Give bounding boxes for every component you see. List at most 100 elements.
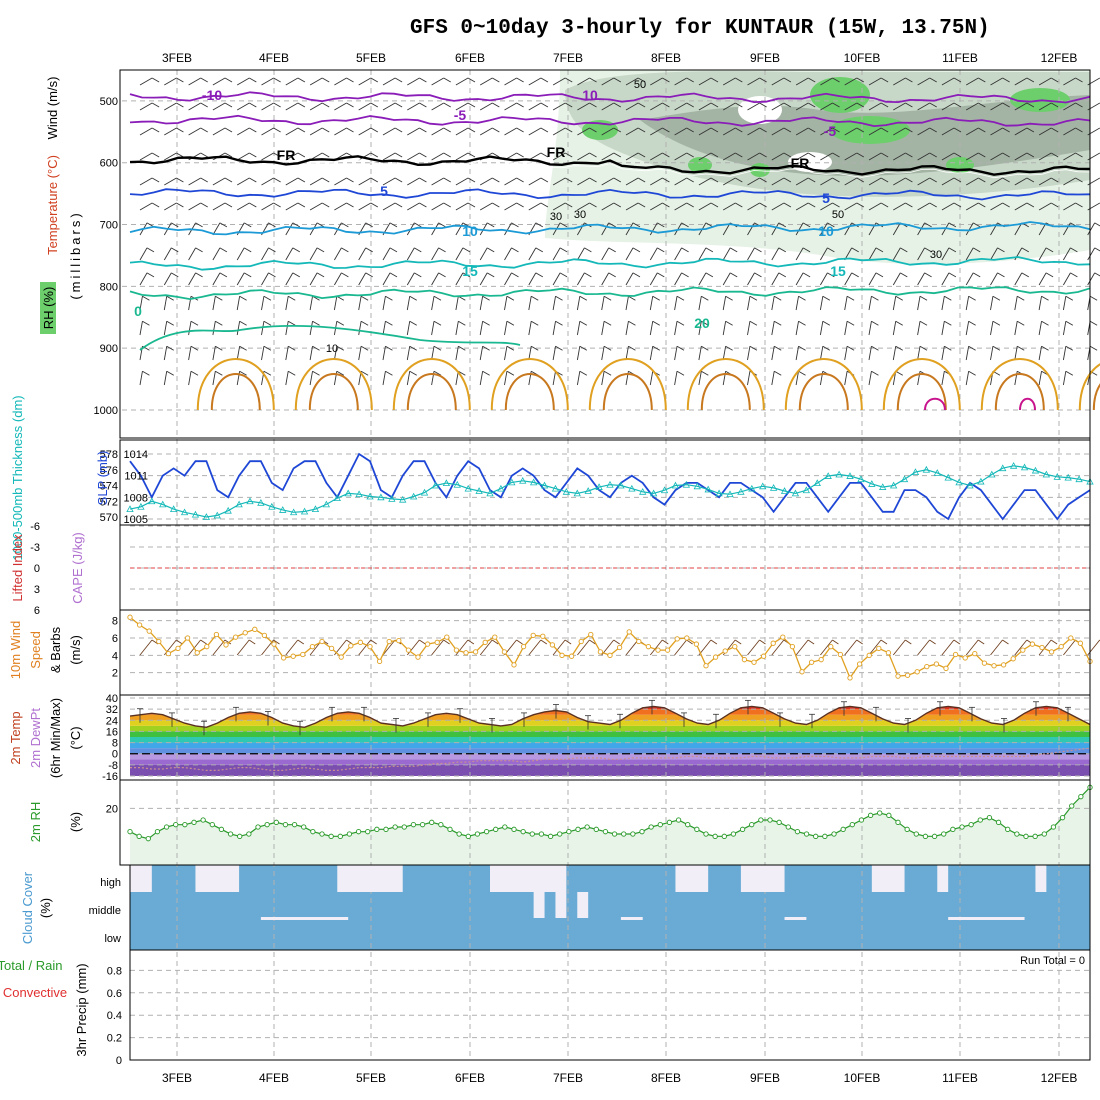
wind-barb-10m <box>625 639 639 656</box>
wind-barb <box>163 295 174 311</box>
wind-barb <box>601 222 616 236</box>
wind-barb <box>163 320 174 336</box>
wind-speed-point <box>232 634 239 640</box>
rh-point <box>319 831 325 837</box>
wind-barb <box>163 272 179 286</box>
wind-barb <box>188 202 208 211</box>
ylabel-rh: RH (%) <box>41 287 56 330</box>
wind-barb <box>1087 222 1100 236</box>
wind-barb <box>188 102 208 111</box>
isotherm-line <box>129 221 1091 236</box>
ylabel-temperature: Temperature (°C) <box>45 155 60 255</box>
thickness-point <box>311 505 320 513</box>
thickness-point <box>682 480 691 488</box>
cloud-gap-high <box>675 865 709 892</box>
wind-barb <box>990 202 1010 211</box>
rh-line <box>129 786 1091 840</box>
thickness-point <box>944 473 952 481</box>
wind-barb <box>820 102 840 111</box>
contour-label: 30 <box>550 211 562 223</box>
tick-label-wind: 6 <box>112 633 118 645</box>
wind-speed-point <box>962 655 968 661</box>
wind-speed-point <box>338 654 344 660</box>
wind-barb <box>164 202 184 211</box>
wind-barb <box>212 247 228 261</box>
wind-barb-10m <box>540 639 548 645</box>
wind-barb <box>747 320 758 336</box>
wind-barb <box>479 295 490 311</box>
wind-barb <box>261 202 281 211</box>
wind-barb <box>650 177 670 186</box>
wind-barb <box>236 102 257 111</box>
wind-barb <box>261 77 281 86</box>
thickness-point <box>355 490 363 498</box>
wind-speed-point <box>213 631 220 638</box>
tick-label-temp: 40 <box>106 693 118 705</box>
wind-barb-10m <box>248 639 256 645</box>
thickness-point <box>529 478 538 486</box>
temp-color-band <box>130 748 1090 754</box>
wind-barb <box>236 202 257 211</box>
contour-label: FR <box>791 155 810 171</box>
wind-speed-point <box>1029 641 1036 647</box>
wind-barb <box>285 247 301 261</box>
wind-speed-point <box>396 637 402 644</box>
wind-barb <box>698 102 719 111</box>
isotherm-line <box>308 373 359 411</box>
wind-barb <box>917 295 928 311</box>
wind-barb-10m <box>662 639 669 645</box>
wind-barb <box>844 102 865 111</box>
cloud-gap-high <box>740 865 785 892</box>
wind-barb <box>1063 202 1083 211</box>
rh-point <box>675 817 682 823</box>
wind-barb <box>844 202 865 211</box>
ylabel-cloud-cover: Cloud Cover <box>20 871 35 944</box>
wind-speed-point <box>856 661 863 667</box>
wind-speed-point <box>165 650 172 657</box>
wind-barb <box>795 102 816 111</box>
contour-label: 15 <box>830 263 846 279</box>
thickness-point <box>824 472 832 479</box>
wind-barb <box>455 77 476 86</box>
tick-label-precip: 0.2 <box>107 1033 122 1045</box>
wind-barb <box>893 77 913 86</box>
isotherm-line <box>392 358 471 411</box>
wind-barb-10m <box>953 639 961 645</box>
wind-barb <box>1038 202 1059 211</box>
wind-barb <box>577 247 592 261</box>
wind-barb <box>309 295 320 311</box>
rh-point <box>328 833 334 839</box>
rh-point <box>758 817 764 823</box>
wind-barb <box>941 152 962 161</box>
wind-speed-point <box>626 629 632 635</box>
wind-barb <box>309 202 330 211</box>
cloud-gap-middle <box>784 917 807 920</box>
wind-speed-point <box>578 638 584 645</box>
rh-point <box>173 822 179 828</box>
thickness-point <box>180 508 189 516</box>
tick-label-pressure: 700 <box>100 220 118 232</box>
wind-barb <box>334 102 354 111</box>
wind-barb <box>698 247 714 261</box>
wind-barb <box>674 202 694 211</box>
wind-barb <box>722 320 733 336</box>
wind-speed-point <box>482 639 488 645</box>
wind-barb <box>965 295 976 311</box>
thickness-point <box>224 506 232 514</box>
wind-barb-10m <box>820 639 833 656</box>
wind-barb <box>455 202 476 211</box>
rh-point <box>657 822 663 828</box>
wind-speed-point <box>1000 662 1007 668</box>
thickness-point <box>977 477 985 485</box>
rh-point <box>666 819 673 825</box>
wind-barb <box>455 152 476 161</box>
wind-barb <box>892 345 903 361</box>
rh-point <box>346 831 353 837</box>
rh-point <box>694 826 700 832</box>
thickness-point <box>191 510 200 518</box>
isotherm-line <box>129 256 1091 271</box>
wind-barb <box>990 320 1001 336</box>
wind-barb <box>819 295 831 311</box>
rh-point <box>301 824 307 830</box>
wind-barb <box>261 295 272 311</box>
